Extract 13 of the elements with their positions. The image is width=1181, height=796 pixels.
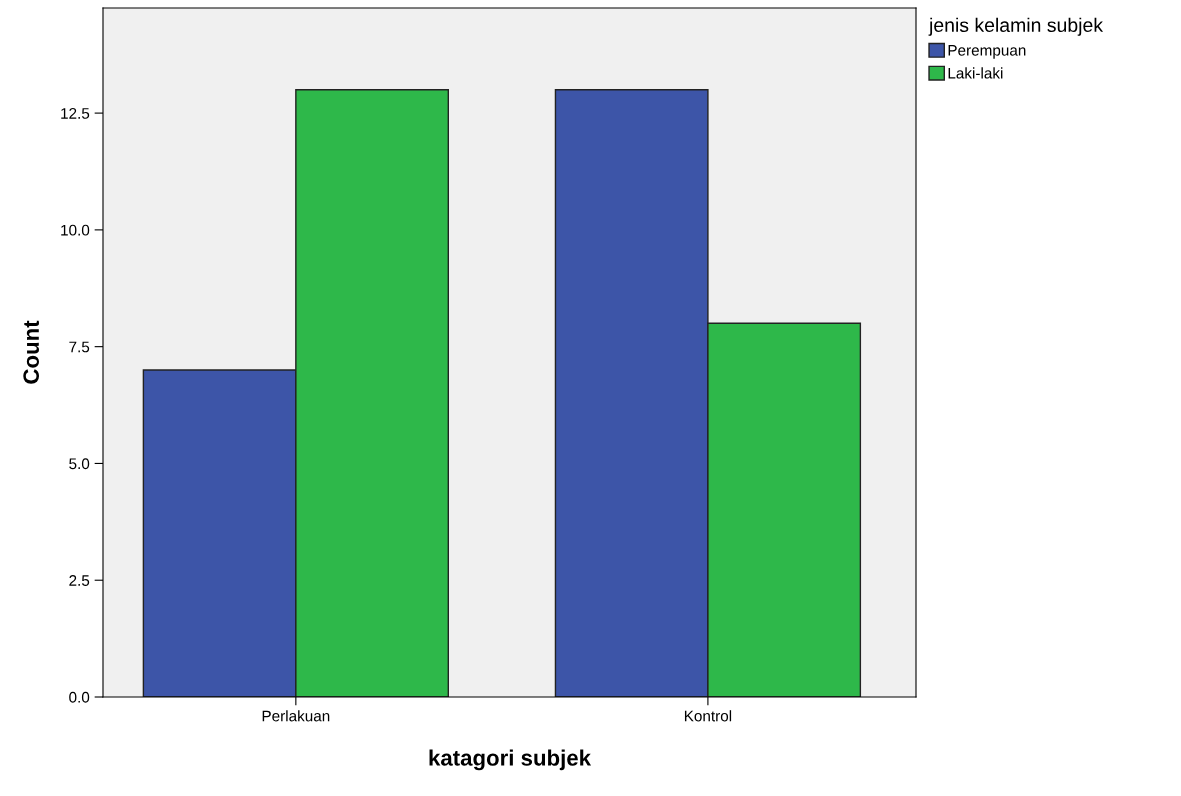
- legend-title: jenis kelamin subjek: [928, 17, 1104, 36]
- y-tick-label: 0.0: [69, 691, 90, 703]
- y-axis-title: Count: [23, 320, 40, 384]
- x-tick-label: Perlakuan: [262, 710, 330, 722]
- y-tick-label: 7.5: [69, 341, 90, 353]
- x-tick-label: Kontrol: [684, 710, 732, 722]
- y-tick-label: 12.5: [61, 107, 90, 119]
- x-axis-title: katagori subjek: [429, 749, 592, 771]
- y-tick-label: 5.0: [69, 458, 90, 470]
- y-tick-label: 10.0: [61, 224, 90, 236]
- legend-label: Laki-laki: [948, 67, 1003, 79]
- legend-label: Perempuan: [948, 45, 1026, 59]
- y-tick-label: 2.5: [69, 575, 90, 586]
